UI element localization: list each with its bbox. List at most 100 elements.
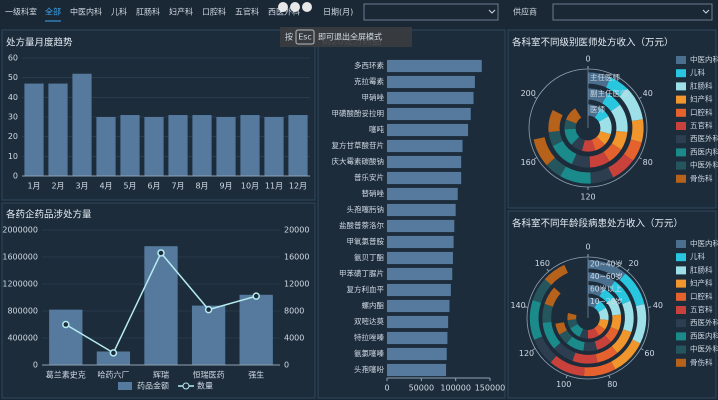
bar <box>387 139 463 153</box>
y-tick-label: 甲硝唑 <box>362 92 385 102</box>
x-tick-label: 辉瑞 <box>153 370 169 380</box>
polar-bar <box>546 157 566 177</box>
select-arrow <box>702 9 710 14</box>
polar-bar <box>564 119 577 130</box>
icon[interactable] <box>290 2 300 12</box>
legend-label: 儿科 <box>690 251 705 261</box>
tick-mark <box>626 268 630 272</box>
dept-label: 一级科室 <box>5 7 37 17</box>
polar-bar <box>571 136 585 151</box>
window-icons <box>278 2 312 12</box>
polar-bar <box>591 136 605 151</box>
radius-label: 医师 <box>590 104 605 114</box>
bar <box>144 117 164 176</box>
polar-bar <box>548 110 563 133</box>
y-tick-label: 甲磺酸酚妥拉明 <box>332 108 385 118</box>
x-tick-label: 哈药六厂 <box>97 370 129 380</box>
legend-label: 五官科 <box>690 304 713 314</box>
tab[interactable]: 肛肠科 <box>136 7 160 17</box>
polar-bar <box>594 335 612 350</box>
legend-label: 骨伤科 <box>690 357 713 367</box>
legend-label: 中医内科 <box>690 54 718 64</box>
tick-mark <box>638 96 642 99</box>
legend-swatch <box>676 332 686 341</box>
tab[interactable]: 全部 <box>45 7 61 17</box>
legend-swatch <box>118 382 132 390</box>
line-point <box>204 305 213 314</box>
x-tick-label: 4月 <box>99 182 112 191</box>
tab[interactable]: 中医内科 <box>70 7 102 17</box>
polar-bar <box>598 307 609 321</box>
x-tick-label: 3月 <box>75 182 88 191</box>
polar-bar <box>622 300 634 333</box>
polar-bar <box>534 336 557 363</box>
polar-bar <box>544 264 568 285</box>
angle-tick-label: 160 <box>521 158 536 167</box>
legend-swatch <box>676 69 686 78</box>
polar-bar <box>610 104 628 133</box>
supplier-select[interactable] <box>552 3 713 21</box>
x-tick-label: 10月 <box>241 182 259 191</box>
polar-bar <box>596 131 611 145</box>
polar-bar <box>595 346 618 363</box>
hint-text: 即可退出全屏模式 <box>318 32 382 42</box>
y-tick-label: 氨贝丁酯 <box>354 252 384 262</box>
angle-tick-label: 60 <box>644 349 654 358</box>
tab[interactable]: 五官科 <box>235 7 259 17</box>
date-select[interactable] <box>363 3 499 21</box>
bar <box>264 117 284 176</box>
select-arrow <box>488 9 496 14</box>
polar-bar <box>554 342 576 361</box>
icon[interactable] <box>302 2 312 12</box>
bar <box>387 155 462 169</box>
y-tick-label: 20 <box>8 132 18 141</box>
legend-label: 妇产科 <box>690 94 713 104</box>
legend-label: 中医外科 <box>690 160 718 170</box>
legend-label: 骨伤科 <box>690 173 713 183</box>
bar <box>387 171 462 185</box>
tab[interactable]: 口腔科 <box>202 7 226 17</box>
legend-label: 五官科 <box>690 120 713 130</box>
polar-bar <box>571 153 591 168</box>
angle-tick-label: 40 <box>653 301 663 310</box>
polar-bar <box>611 130 628 150</box>
polar-bar <box>581 139 596 152</box>
x-tick-label: 7月 <box>171 182 184 191</box>
legend-label: 西医外科 <box>690 317 718 327</box>
polar-bar <box>598 116 612 135</box>
legend-label: 西医内科 <box>690 330 718 340</box>
x-tick-label: 100000 <box>440 384 471 393</box>
polar-bar <box>583 361 616 377</box>
x-tick-label: 葛兰素史克 <box>46 370 86 380</box>
polar-bar <box>607 297 621 316</box>
icon[interactable] <box>278 2 288 12</box>
polar-bar <box>529 300 543 340</box>
angle-tick-label: 120 <box>519 349 534 358</box>
y-tick-label: 普乐安片 <box>354 172 384 182</box>
legend-swatch <box>676 174 686 183</box>
legend-swatch <box>676 319 686 328</box>
polar-bar <box>567 313 577 321</box>
radius-label: 60岁以上 <box>590 283 623 293</box>
polar-bar <box>570 323 584 337</box>
legend-swatch <box>676 279 686 288</box>
y-tick-label: 400000 <box>7 334 38 343</box>
legend-label: 中医内科 <box>690 238 718 248</box>
bar <box>387 331 448 345</box>
tick-mark <box>546 268 550 272</box>
radius-label: 40~60岁 <box>590 271 623 281</box>
hint-key: Esc <box>298 33 312 42</box>
polar-bar <box>588 272 615 289</box>
bar <box>387 203 456 217</box>
bar <box>387 91 474 105</box>
tab[interactable]: 妇产科 <box>169 7 193 17</box>
tab[interactable]: 儿科 <box>111 7 127 17</box>
chart-title: 各科室不同年龄段病患处方收入（万元） <box>512 218 683 230</box>
bar <box>288 115 308 176</box>
legend-swatch <box>676 161 686 170</box>
y-tick-label: 12000 <box>284 280 309 289</box>
legend-swatch <box>676 306 686 314</box>
y-tick-label: 盐酸普萘洛尔 <box>339 220 384 230</box>
polar-bar <box>609 281 631 305</box>
